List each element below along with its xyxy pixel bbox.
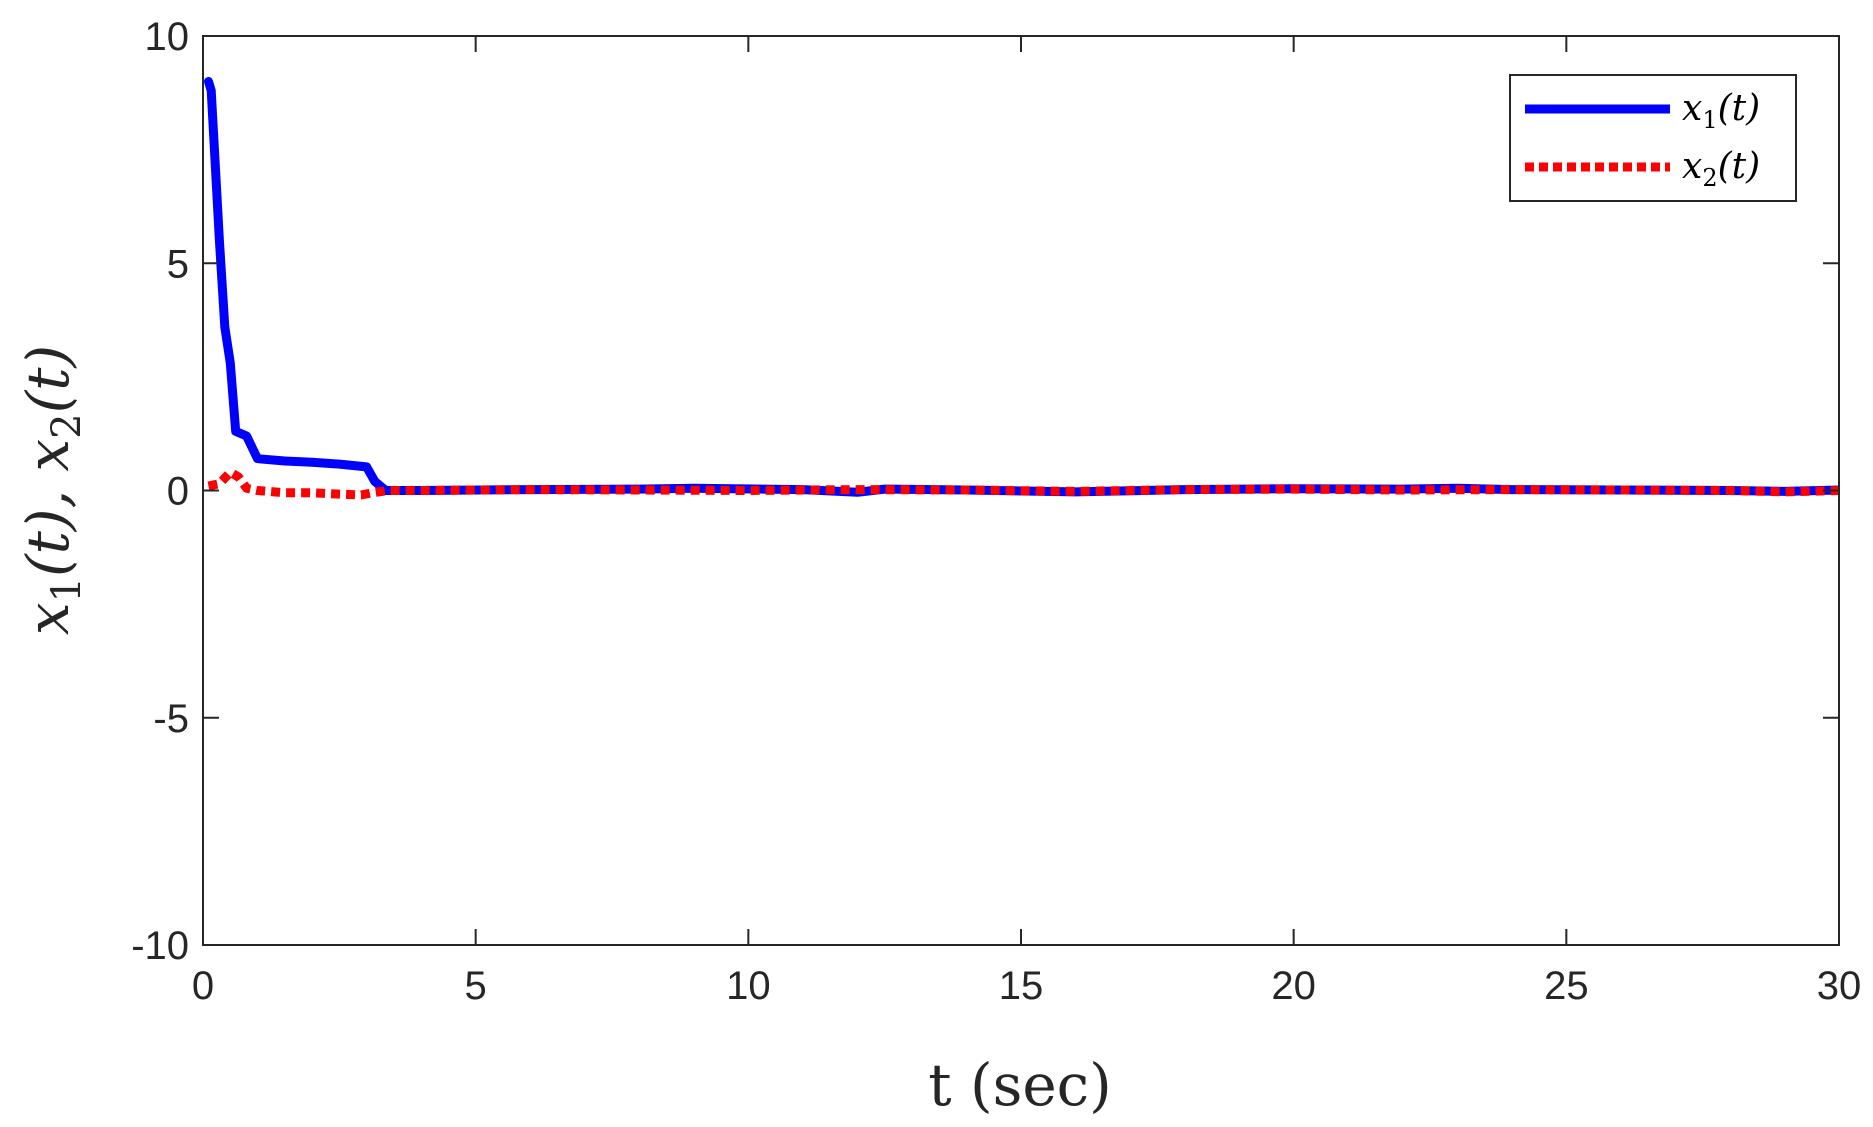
legend-label-x2: x2(t) — [1682, 146, 1760, 192]
legend: x1(t) x2(t) — [1509, 74, 1797, 202]
x-tick-label: 15 — [999, 964, 1044, 1008]
y-tick-label: 10 — [145, 15, 190, 59]
tick-labels: 0 5 10 15 20 25 30 -10 -5 0 5 10 — [131, 15, 1861, 1008]
x-tick-label: 10 — [726, 964, 771, 1008]
x-tick-label: 30 — [1817, 964, 1862, 1008]
series-line-x2 — [207, 467, 1839, 500]
x-tick-label: 25 — [1544, 964, 1589, 1008]
y-tick-label: 5 — [167, 242, 189, 286]
y-tick-label: 0 — [167, 470, 189, 514]
y-axis-title: x1(t), x2(t) — [14, 345, 90, 635]
axes — [202, 35, 1840, 946]
x-tick-label: 20 — [1271, 964, 1316, 1008]
legend-label-x1: x1(t) — [1682, 88, 1760, 134]
x-tick-label: 0 — [192, 964, 214, 1008]
series-group — [204, 77, 1839, 500]
y-tick-label: -10 — [131, 924, 189, 968]
x-tick-label: 5 — [465, 964, 487, 1008]
x-axis-title: t (sec) — [928, 1051, 1112, 1119]
legend-box — [1509, 74, 1797, 202]
y-tick-label: -5 — [153, 697, 189, 741]
